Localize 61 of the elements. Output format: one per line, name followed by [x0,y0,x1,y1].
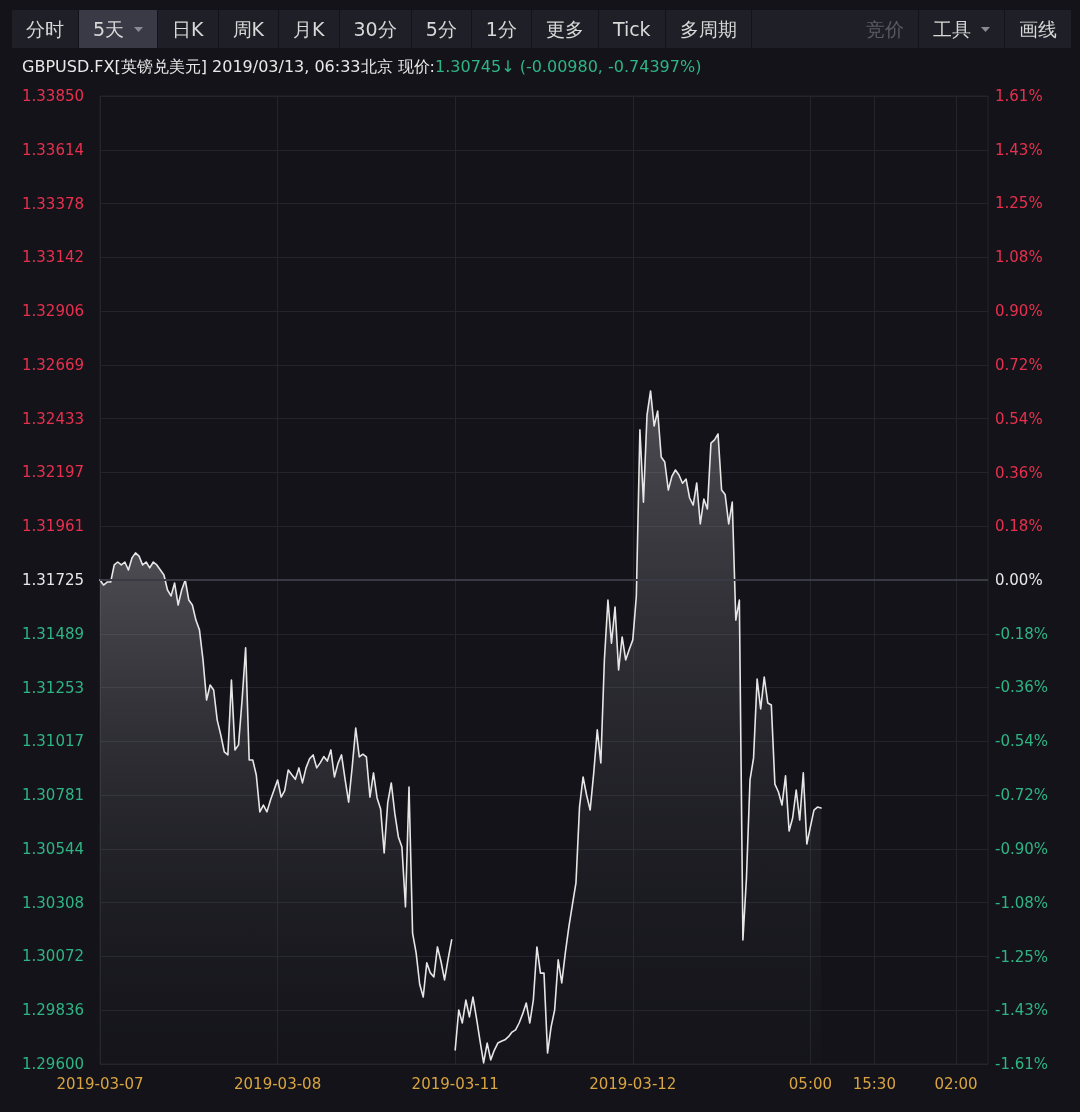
text: 月K [293,17,325,42]
text: 更多 [545,17,584,42]
text: 日K [172,17,204,42]
y-tick-label: 1.31961 [22,517,85,536]
y-tick-label: 1.33614 [22,140,85,159]
y2-tick-label: -1.25% [995,947,1049,966]
y-tick-label: 1.32433 [22,409,85,428]
y2-tick-label: -1.08% [995,893,1049,912]
y2-tick-label: -1.43% [995,1001,1049,1020]
y-tick-label: 1.32197 [22,463,85,482]
y-tick-label: 1.31725 [22,571,85,589]
y2-tick-label: 1.08% [995,248,1043,267]
text: 周K [232,17,265,42]
text: 1分 [485,17,517,42]
text: Tick [612,17,651,42]
y-tick-label: 1.29600 [22,1055,85,1073]
y2-tick-label: -0.90% [995,840,1049,859]
y2-tick-label: 0.00% [995,571,1043,589]
y2-tick-label: 1.25% [995,194,1043,213]
y-tick-label: 1.29836 [22,1001,85,1020]
y2-tick-label: 0.18% [995,517,1043,536]
y2-tick-label: -0.18% [995,624,1049,643]
y-tick-label: 1.31489 [22,624,85,643]
y2-tick-label: -0.72% [995,786,1049,805]
text: 30分 [353,17,397,42]
x-tick-label: 2019-03-12 [589,1074,677,1093]
y2-tick-label: 0.54% [995,409,1043,428]
y-tick-label: 1.32906 [22,302,85,321]
y-tick-label: 1.30781 [22,786,85,805]
y-tick-label: 1.33142 [22,248,85,267]
y-tick-label: 1.30308 [22,893,85,912]
y2-tick-label: 0.72% [995,355,1043,374]
x-tick-label: 05:00 [788,1074,833,1093]
text: 5分 [425,17,457,42]
text: 5天 [93,17,125,42]
text: 画线 [1019,17,1057,42]
x-tick-label: 02:00 [934,1074,978,1093]
x-tick-label: 15:30 [852,1074,896,1093]
x-tick-label: 2019-03-08 [234,1074,322,1093]
y-tick-label: 1.33378 [22,194,85,213]
y-tick-label: 1.31253 [22,678,85,697]
y2-tick-label: 1.61% [995,87,1043,105]
x-tick-label: 2019-03-07 [56,1074,144,1093]
y2-tick-label: 0.36% [995,463,1043,482]
text: 多周期 [679,17,737,42]
y-tick-label: 1.30544 [22,839,85,858]
chart-title: GBPUSD.FX[英镑兑美元] 2019/03/13, 06:33北京 现价: [22,57,436,76]
y-tick-label: 1.32669 [22,355,85,374]
y-tick-label: 1.33850 [22,87,85,105]
y2-tick-label: -1.61% [995,1055,1049,1073]
y-tick-label: 1.31017 [22,732,85,751]
y-tick-label: 1.30072 [22,947,85,966]
text: 分时 [26,17,64,42]
y2-tick-label: -0.36% [995,678,1049,697]
chart-subtitle: 1.30745↓ (-0.00980, -0.74397%) [435,57,702,76]
text: 竞价 [866,17,904,42]
y2-tick-label: 1.43% [995,140,1043,159]
x-tick-label: 2019-03-11 [411,1074,499,1093]
y2-tick-label: -0.54% [995,732,1049,751]
text: 工具 [933,17,971,42]
y2-tick-label: 0.90% [995,301,1043,320]
